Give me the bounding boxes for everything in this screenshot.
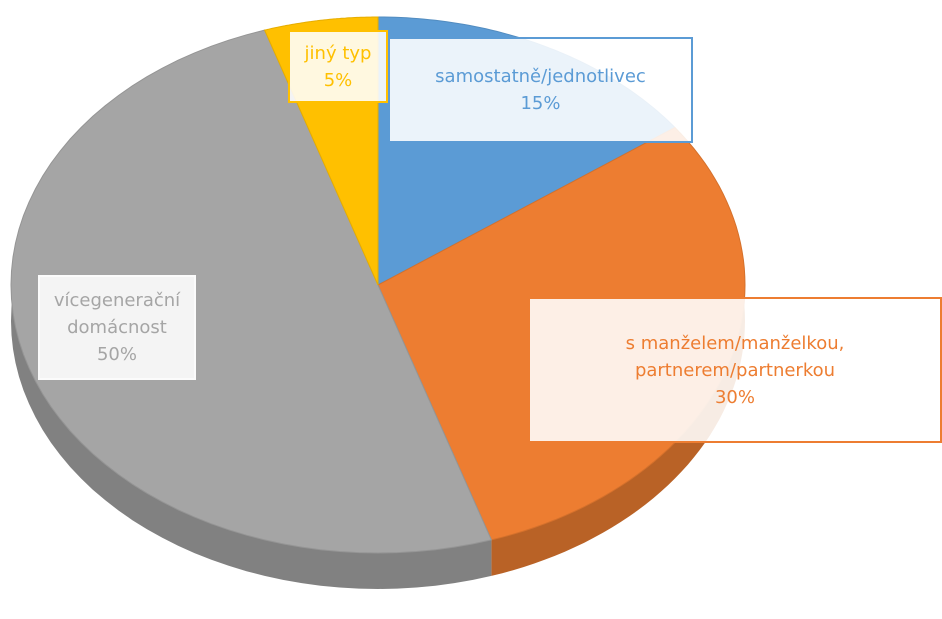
label-category: jiný typ bbox=[304, 42, 372, 64]
pie-slice bbox=[10, 29, 493, 554]
label-value: 5% bbox=[323, 69, 353, 91]
label-value: 50% bbox=[96, 344, 137, 365]
data-label: samostatně/jednotlivec 15% bbox=[388, 37, 693, 143]
label-value: 15% bbox=[520, 93, 561, 114]
data-label: jiný typ 5% bbox=[288, 30, 388, 103]
label-category: vícegenerační domácnost bbox=[53, 290, 181, 338]
label-category: samostatně/jednotlivec bbox=[435, 66, 646, 87]
label-category: s manželem/manželkou, partnerem/partnerk… bbox=[625, 332, 845, 381]
data-label: s manželem/manželkou, partnerem/partnerk… bbox=[528, 297, 942, 443]
label-value: 30% bbox=[714, 386, 755, 408]
data-label: vícegenerační domácnost 50% bbox=[38, 275, 196, 380]
pie-slice-side bbox=[491, 127, 745, 576]
